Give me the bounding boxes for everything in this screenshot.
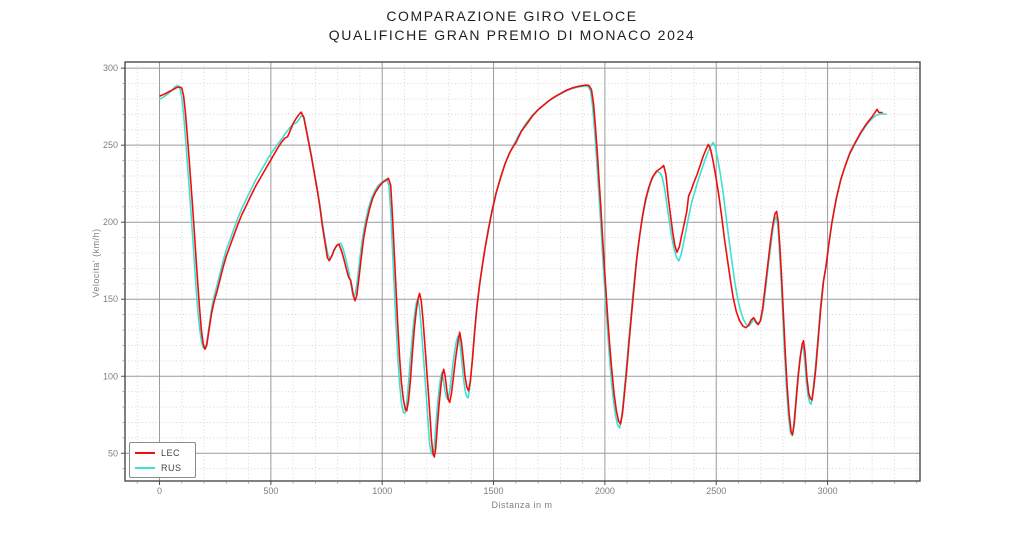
series-line-rus — [159, 84, 887, 456]
legend-item-rus[interactable]: RUS — [135, 461, 191, 474]
y-axis-label: Velocita' (km/h) — [91, 228, 101, 298]
y-tick-label: 250 — [103, 140, 118, 150]
legend[interactable]: LEC RUS — [129, 442, 196, 478]
x-axis-label: Distanza in m — [491, 500, 553, 510]
x-tick-label: 2500 — [706, 486, 726, 496]
x-tick-label: 1500 — [484, 486, 504, 496]
chart-title-line1: COMPARAZIONE GIRO VELOCE — [386, 8, 638, 24]
y-tick-label: 200 — [103, 217, 118, 227]
x-tick-label: 1000 — [372, 486, 392, 496]
rus-legend-label: RUS — [161, 462, 182, 473]
series-line-lec — [159, 84, 883, 458]
chart-title-line2: QUALIFICHE GRAN PREMIO DI MONACO 2024 — [328, 27, 696, 43]
x-tick-label: 0 — [157, 486, 162, 496]
y-tick-label: 50 — [108, 448, 118, 458]
y-tick-label: 150 — [103, 294, 118, 304]
lec-line-swatch — [135, 451, 155, 454]
rus-line-swatch — [135, 466, 155, 469]
x-tick-label: 3000 — [818, 486, 838, 496]
legend-item-lec[interactable]: LEC — [135, 446, 191, 459]
lec-legend-label: LEC — [161, 447, 181, 458]
y-tick-label: 300 — [103, 63, 118, 73]
x-tick-label: 2000 — [595, 486, 615, 496]
plot-border — [124, 61, 921, 482]
x-tick-label: 500 — [263, 486, 278, 496]
y-tick-label: 100 — [103, 371, 118, 381]
chart-title: COMPARAZIONE GIRO VELOCE QUALIFICHE GRAN… — [0, 7, 1024, 45]
